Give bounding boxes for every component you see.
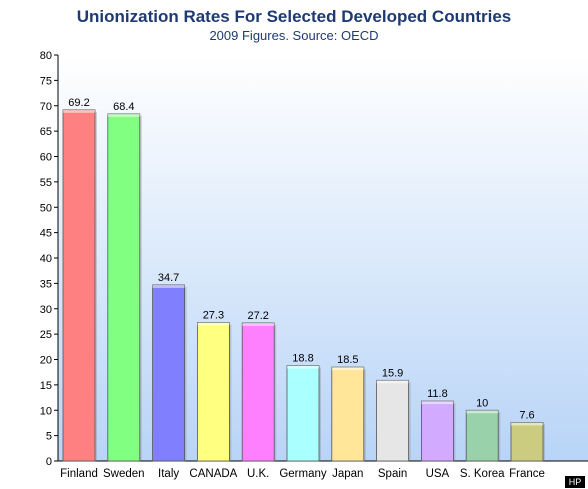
y-tick-label: 50 (40, 202, 52, 214)
x-tick-label: Italy (158, 468, 179, 480)
y-tick-label: 20 (40, 355, 52, 367)
hp-badge: HP (565, 476, 585, 488)
y-tick-label: 45 (40, 228, 52, 240)
bar-cap (421, 401, 454, 405)
y-tick-label: 65 (40, 126, 52, 138)
bar-group: 18.8 (286, 353, 321, 462)
bar (510, 422, 544, 462)
x-tick-label: Spain (378, 468, 407, 480)
bar-group: 34.7 (152, 272, 187, 462)
hp-badge-label: HP (569, 477, 582, 487)
y-tick-label: 30 (40, 304, 52, 316)
bar-cap (242, 322, 275, 326)
x-tick-label: France (509, 468, 545, 480)
bar (331, 366, 365, 462)
bar-value-label: 15.9 (382, 367, 403, 379)
bar (286, 365, 320, 462)
x-tick-label: Sweden (103, 468, 145, 480)
y-tick-label: 0 (46, 456, 52, 468)
y-tick-label: 75 (40, 75, 52, 87)
bar-value-label: 18.8 (292, 353, 313, 365)
bar-value-label: 18.5 (337, 354, 358, 366)
x-tick-label: CANADA (189, 468, 237, 480)
bar-value-label: 34.7 (158, 272, 179, 284)
bar-group: 10 (465, 397, 501, 462)
bar-cap (376, 380, 409, 384)
bar-cap (331, 367, 364, 371)
y-tick-label: 70 (40, 101, 52, 113)
bar-cap (511, 422, 543, 426)
bars-group: 69.2 68.4 34.7 27.3 27.2 18.8 18.5 15.9 11.8 10 7.… (62, 97, 545, 462)
bar (107, 113, 141, 462)
y-tick-label: 25 (40, 329, 52, 341)
bar-value-label: 11.8 (427, 388, 448, 400)
bar (420, 400, 454, 462)
x-axis-labels: Finland Sweden Italy CANADA U.K. Germany Japan… (60, 468, 545, 480)
bar-value-label: 10 (476, 397, 488, 409)
bar (241, 322, 275, 462)
bar-cap (63, 109, 95, 113)
plot-area (58, 55, 588, 461)
bar-cap (152, 284, 185, 288)
bar (465, 409, 499, 462)
bar-value-label: 27.2 (247, 310, 268, 322)
bar-value-label: 7.6 (519, 409, 534, 421)
bar-cap (107, 113, 140, 117)
bar (62, 109, 96, 462)
x-tick-label: Finland (60, 468, 98, 480)
bar (376, 379, 410, 462)
bar-cap (287, 365, 319, 369)
y-tick-label: 40 (40, 253, 52, 265)
x-tick-label: Germany (279, 468, 327, 480)
x-tick-label: S. Korea (460, 468, 505, 480)
bar-group: 15.9 (376, 367, 411, 462)
y-tick-label: 15 (40, 380, 52, 392)
bar-group: 7.6 (510, 409, 545, 462)
chart-subtitle: 2009 Figures. Source: OECD (209, 28, 378, 43)
y-tick-label: 60 (40, 152, 52, 164)
y-tick-label: 55 (40, 177, 52, 189)
y-axis: 0 5 10 15 20 25 30 35 40 45 50 55 60 65 70 75 80 (40, 50, 588, 468)
x-tick-label: Japan (332, 468, 363, 480)
bar-group: 68.4 (107, 101, 142, 462)
chart-title: Unionization Rates For Selected Develope… (77, 7, 512, 26)
bar-cap (197, 322, 230, 326)
bar (196, 322, 230, 462)
bar-value-label: 69.2 (68, 97, 89, 109)
bar-group: 18.5 (331, 354, 366, 462)
bar-value-label: 27.3 (203, 309, 224, 321)
bar (152, 284, 186, 462)
bar-group: 27.3 (196, 309, 232, 462)
bar-value-label: 68.4 (113, 101, 134, 113)
bar-cap (466, 410, 499, 414)
bar-group: 11.8 (420, 388, 456, 462)
bar-group: 69.2 (62, 97, 97, 462)
y-tick-label: 80 (40, 50, 52, 62)
y-tick-label: 35 (40, 278, 52, 290)
x-tick-label: USA (426, 468, 450, 480)
y-tick-label: 10 (40, 405, 52, 417)
bar-group: 27.2 (241, 310, 277, 462)
y-tick-label: 5 (46, 431, 52, 443)
x-tick-label: U.K. (247, 468, 269, 480)
